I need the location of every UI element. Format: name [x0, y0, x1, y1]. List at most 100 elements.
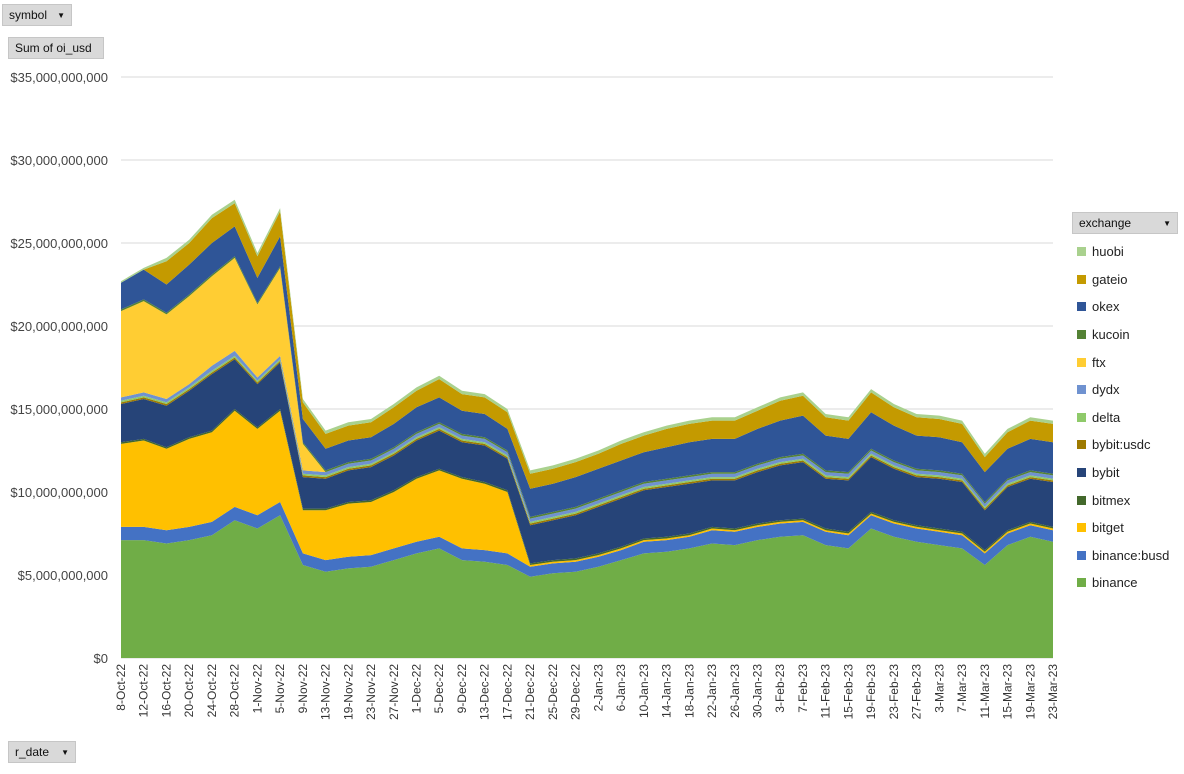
y-tick-label: $5,000,000,000 [18, 568, 108, 583]
legend-item-huobi: huobi [1077, 238, 1182, 266]
x-tick-label: 5-Dec-22 [432, 664, 446, 714]
legend-swatch [1077, 247, 1086, 257]
legend-label: okex [1092, 299, 1120, 315]
x-tick-label: 23-Nov-22 [364, 664, 378, 720]
x-tick-label: 8-Oct-22 [114, 664, 128, 711]
dropdown-arrow-icon: ▼ [57, 10, 65, 20]
x-tick-label: 1-Dec-22 [410, 664, 424, 714]
legend-item-bitget: bitget [1077, 514, 1182, 542]
x-tick-label: 11-Mar-23 [978, 664, 992, 719]
legend-item-binance: binance [1077, 569, 1182, 597]
date-row-field-label: r_date [15, 745, 50, 759]
x-tick-label: 23-Mar-23 [1046, 664, 1060, 720]
area-series-gateio [121, 203, 1053, 489]
x-tick-label: 12-Oct-22 [137, 664, 151, 718]
x-tick-label: 7-Mar-23 [955, 664, 969, 713]
legend-item-binance-busd: binance:busd [1077, 542, 1182, 570]
legend-label: binance:busd [1092, 547, 1170, 563]
legend-swatch [1077, 357, 1086, 367]
legend-swatch [1077, 440, 1086, 450]
y-tick-label: $0 [94, 651, 108, 666]
x-tick-label: 24-Oct-22 [205, 664, 219, 718]
legend-label: ftx [1092, 354, 1106, 370]
legend-item-ftx: ftx [1077, 348, 1182, 376]
x-tick-label: 1-Nov-22 [250, 664, 264, 714]
x-tick-label: 21-Dec-22 [523, 664, 537, 720]
x-tick-label: 30-Jan-23 [751, 664, 765, 718]
area-series-bybit [121, 359, 1053, 564]
legend-item-bybit-usdc: bybit:usdc [1077, 431, 1182, 459]
legend-swatch [1077, 550, 1086, 560]
date-row-field-button[interactable]: r_date ▼ [8, 741, 76, 763]
x-tick-label: 20-Oct-22 [182, 664, 196, 718]
x-tick-label: 27-Nov-22 [387, 664, 401, 720]
x-tick-label: 15-Feb-23 [841, 664, 855, 720]
legend-label: bitmex [1092, 492, 1131, 508]
x-tick-label: 29-Dec-22 [569, 664, 583, 720]
y-tick-label: $15,000,000,000 [10, 402, 108, 417]
x-tick-label: 25-Dec-22 [546, 664, 560, 720]
x-tick-label: 11-Feb-23 [819, 664, 833, 719]
legend-label: bybit:usdc [1092, 437, 1151, 453]
x-tick-label: 16-Oct-22 [160, 664, 174, 718]
x-tick-label: 3-Feb-23 [773, 664, 787, 713]
measure-field-button[interactable]: Sum of oi_usd [8, 37, 104, 59]
x-tick-label: 23-Feb-23 [887, 664, 901, 720]
x-tick-label: 22-Jan-23 [705, 664, 719, 718]
y-tick-label: $30,000,000,000 [10, 153, 108, 168]
x-tick-label: 26-Jan-23 [728, 664, 742, 718]
legend-swatch [1077, 523, 1086, 533]
legend-item-okex: okex [1077, 293, 1182, 321]
legend-label: dydx [1092, 382, 1120, 398]
x-tick-label: 28-Oct-22 [228, 664, 242, 718]
legend-swatch [1077, 385, 1086, 395]
area-series-ftx [121, 257, 1053, 519]
y-tick-label: $20,000,000,000 [10, 319, 108, 334]
legend-swatch [1077, 412, 1086, 422]
x-tick-label: 13-Nov-22 [319, 664, 333, 720]
legend-item-bitmex: bitmex [1077, 486, 1182, 514]
measure-field-label: Sum of oi_usd [15, 41, 92, 55]
exchange-filter-label: exchange [1079, 216, 1132, 230]
area-series-binance-busd [121, 502, 1053, 577]
area-series-okex [121, 226, 1053, 517]
x-tick-label: 14-Jan-23 [660, 664, 674, 718]
x-tick-label: 3-Mar-23 [932, 664, 946, 713]
x-tick-label: 19-Feb-23 [864, 664, 878, 720]
x-tick-label: 15-Mar-23 [1001, 664, 1015, 720]
x-tick-label: 2-Jan-23 [591, 664, 605, 712]
legend-label: binance [1092, 575, 1138, 591]
y-tick-label: $25,000,000,000 [10, 236, 108, 251]
symbol-filter-button[interactable]: symbol ▼ [2, 4, 72, 26]
legend-label: delta [1092, 409, 1121, 425]
legend-swatch [1077, 274, 1086, 284]
area-series-binance [121, 515, 1053, 658]
legend-label: bybit [1092, 465, 1120, 481]
x-tick-label: 27-Feb-23 [910, 664, 924, 720]
x-tick-label: 13-Dec-22 [478, 664, 492, 720]
legend-swatch [1077, 468, 1086, 478]
dropdown-arrow-icon: ▼ [61, 747, 69, 757]
x-tick-label: 19-Nov-22 [341, 664, 355, 720]
y-tick-label: $10,000,000,000 [10, 485, 108, 500]
x-tick-label: 18-Jan-23 [682, 664, 696, 718]
symbol-filter-label: symbol [9, 8, 48, 22]
x-tick-label: 6-Jan-23 [614, 664, 628, 712]
legend-item-gateio: gateio [1077, 266, 1182, 294]
y-tick-label: $35,000,000,000 [10, 70, 108, 85]
legend-swatch [1077, 495, 1086, 505]
x-tick-label: 7-Feb-23 [796, 664, 810, 713]
area-series-dydx [121, 350, 1053, 522]
legend-swatch [1077, 330, 1086, 340]
legend-swatch [1077, 302, 1086, 312]
area-series-bitget [121, 410, 1053, 567]
x-tick-label: 19-Mar-23 [1023, 664, 1037, 720]
x-tick-label: 17-Dec-22 [500, 664, 514, 720]
legend-item-kucoin: kucoin [1077, 321, 1182, 349]
legend-label: kucoin [1092, 327, 1130, 343]
legend-label: bitget [1092, 520, 1124, 536]
legend-label: huobi [1092, 244, 1124, 260]
legend-label: gateio [1092, 271, 1128, 287]
exchange-legend-filter-button[interactable]: exchange ▼ [1072, 212, 1178, 234]
